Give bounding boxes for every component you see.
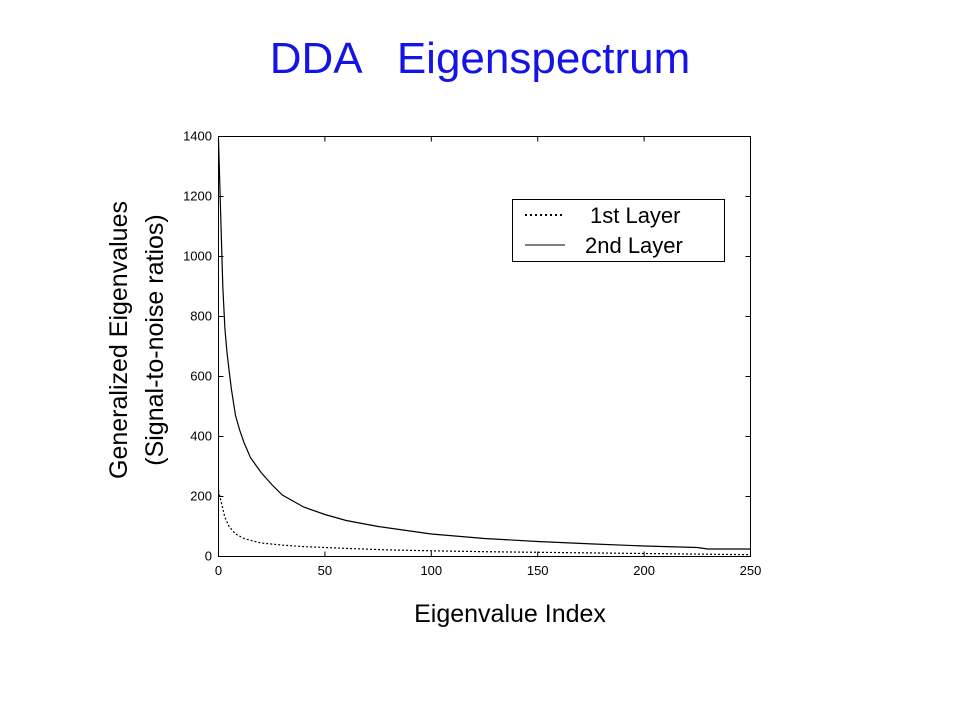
legend-label-2nd-layer: 2nd Layer bbox=[585, 233, 683, 258]
legend: 1st Layer 2nd Layer bbox=[512, 199, 725, 262]
x-axis-title: Eigenvalue Index bbox=[414, 600, 606, 628]
plot-frame bbox=[218, 136, 751, 557]
legend-box bbox=[512, 199, 725, 262]
y-axis-title-line1: Generalized Eigenvalues bbox=[105, 201, 133, 479]
x-tick-label: 200 bbox=[633, 563, 655, 578]
x-tick-label: 100 bbox=[420, 563, 442, 578]
y-tick-label: 200 bbox=[190, 489, 212, 504]
y-tick-label: 1000 bbox=[183, 249, 212, 264]
y-tick-label: 1400 bbox=[183, 129, 212, 144]
x-axis-ticks: 0 50 100 150 200 250 bbox=[215, 136, 762, 578]
x-tick-label: 50 bbox=[318, 563, 332, 578]
series-line-2nd-layer bbox=[217, 139, 751, 550]
y-tick-label: 1200 bbox=[183, 189, 212, 204]
slide-title: DDA Eigenspectrum bbox=[269, 34, 691, 83]
y-axis-ticks: 0 200 400 600 800 1000 1200 1400 bbox=[183, 129, 751, 564]
y-axis-title-line2: (Signal-to-noise ratios) bbox=[141, 214, 169, 466]
y-tick-label: 800 bbox=[190, 309, 212, 324]
x-tick-label: 0 bbox=[215, 563, 222, 578]
legend-label-1st-layer: 1st Layer bbox=[590, 203, 681, 228]
y-tick-label: 600 bbox=[190, 369, 212, 384]
series-lines bbox=[217, 139, 751, 556]
x-tick-label: 250 bbox=[740, 563, 762, 578]
x-tick-label: 150 bbox=[527, 563, 549, 578]
y-tick-label: 0 bbox=[205, 549, 212, 564]
series-line-1st-layer bbox=[217, 490, 751, 556]
y-tick-label: 400 bbox=[190, 429, 212, 444]
